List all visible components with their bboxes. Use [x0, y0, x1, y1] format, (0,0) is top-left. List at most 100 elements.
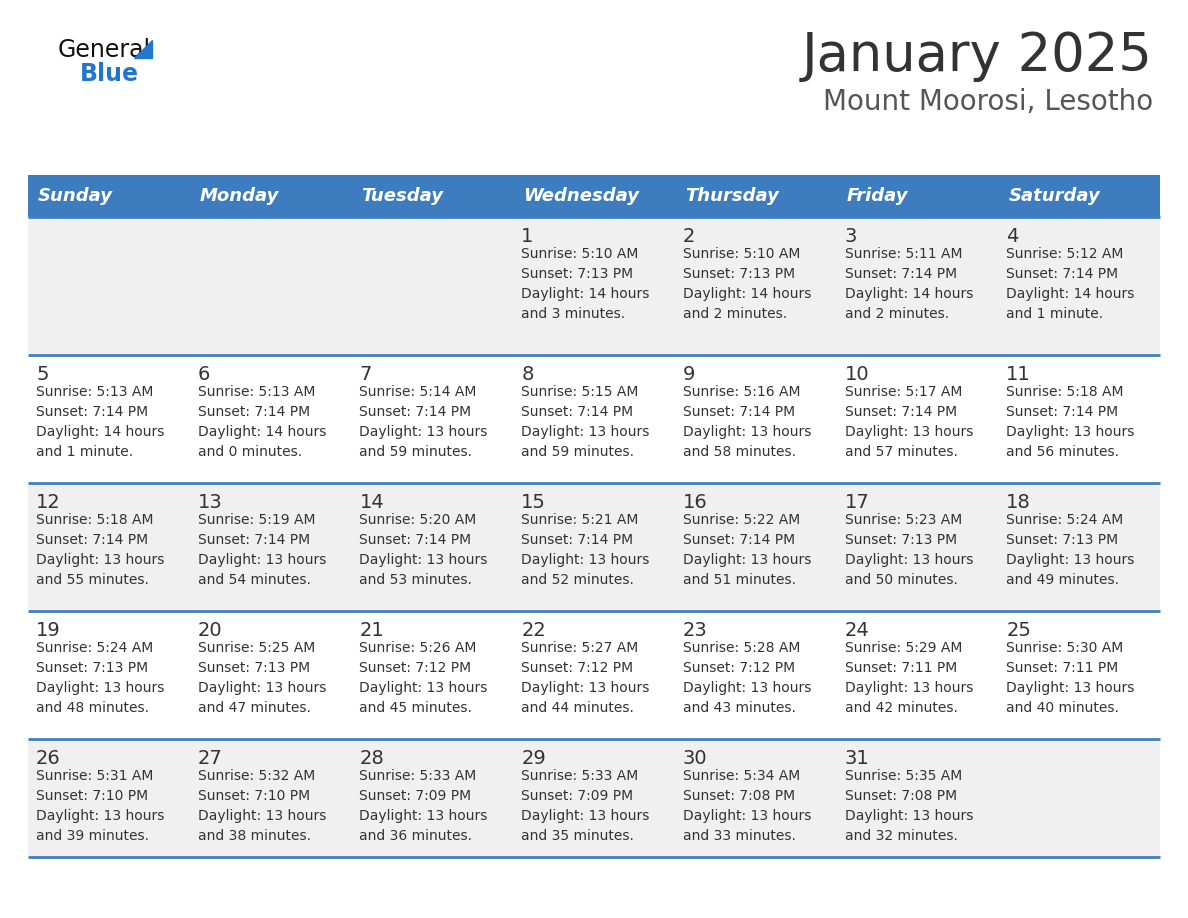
- Bar: [513, 217, 675, 355]
- Bar: [513, 611, 675, 739]
- Text: 23: 23: [683, 621, 708, 640]
- Text: 30: 30: [683, 749, 708, 768]
- Text: Blue: Blue: [80, 62, 139, 86]
- Bar: [29, 217, 190, 355]
- Bar: [190, 483, 352, 611]
- Text: 25: 25: [1006, 621, 1031, 640]
- Text: 17: 17: [845, 493, 870, 512]
- Text: Sunrise: 5:19 AM
Sunset: 7:14 PM
Daylight: 13 hours
and 54 minutes.: Sunrise: 5:19 AM Sunset: 7:14 PM Dayligh…: [197, 513, 326, 588]
- Text: Sunrise: 5:30 AM
Sunset: 7:11 PM
Daylight: 13 hours
and 40 minutes.: Sunrise: 5:30 AM Sunset: 7:11 PM Dayligh…: [1006, 641, 1135, 715]
- Text: Sunrise: 5:25 AM
Sunset: 7:13 PM
Daylight: 13 hours
and 47 minutes.: Sunrise: 5:25 AM Sunset: 7:13 PM Dayligh…: [197, 641, 326, 715]
- Text: 24: 24: [845, 621, 870, 640]
- Text: 1: 1: [522, 227, 533, 246]
- Bar: [513, 483, 675, 611]
- Bar: [190, 739, 352, 857]
- Bar: [513, 739, 675, 857]
- Bar: [836, 483, 998, 611]
- Bar: [675, 355, 836, 483]
- Text: Sunrise: 5:35 AM
Sunset: 7:08 PM
Daylight: 13 hours
and 32 minutes.: Sunrise: 5:35 AM Sunset: 7:08 PM Dayligh…: [845, 769, 973, 843]
- Text: 14: 14: [360, 493, 384, 512]
- Text: Sunrise: 5:27 AM
Sunset: 7:12 PM
Daylight: 13 hours
and 44 minutes.: Sunrise: 5:27 AM Sunset: 7:12 PM Dayligh…: [522, 641, 650, 715]
- Text: Sunrise: 5:32 AM
Sunset: 7:10 PM
Daylight: 13 hours
and 38 minutes.: Sunrise: 5:32 AM Sunset: 7:10 PM Dayligh…: [197, 769, 326, 843]
- Bar: [675, 739, 836, 857]
- Text: 16: 16: [683, 493, 708, 512]
- Text: Mount Moorosi, Lesotho: Mount Moorosi, Lesotho: [823, 88, 1154, 116]
- Bar: [998, 483, 1159, 611]
- Bar: [352, 355, 513, 483]
- Bar: [836, 611, 998, 739]
- Text: Sunrise: 5:28 AM
Sunset: 7:12 PM
Daylight: 13 hours
and 43 minutes.: Sunrise: 5:28 AM Sunset: 7:12 PM Dayligh…: [683, 641, 811, 715]
- Text: 3: 3: [845, 227, 857, 246]
- Text: 6: 6: [197, 365, 210, 384]
- Text: Sunrise: 5:18 AM
Sunset: 7:14 PM
Daylight: 13 hours
and 55 minutes.: Sunrise: 5:18 AM Sunset: 7:14 PM Dayligh…: [36, 513, 164, 588]
- Text: Sunrise: 5:34 AM
Sunset: 7:08 PM
Daylight: 13 hours
and 33 minutes.: Sunrise: 5:34 AM Sunset: 7:08 PM Dayligh…: [683, 769, 811, 843]
- Text: 26: 26: [36, 749, 61, 768]
- Text: 7: 7: [360, 365, 372, 384]
- Text: Sunrise: 5:17 AM
Sunset: 7:14 PM
Daylight: 13 hours
and 57 minutes.: Sunrise: 5:17 AM Sunset: 7:14 PM Dayligh…: [845, 385, 973, 459]
- Bar: [190, 355, 352, 483]
- Bar: [352, 739, 513, 857]
- Text: Sunrise: 5:33 AM
Sunset: 7:09 PM
Daylight: 13 hours
and 35 minutes.: Sunrise: 5:33 AM Sunset: 7:09 PM Dayligh…: [522, 769, 650, 843]
- Bar: [29, 483, 190, 611]
- Text: 13: 13: [197, 493, 222, 512]
- Text: Sunrise: 5:24 AM
Sunset: 7:13 PM
Daylight: 13 hours
and 49 minutes.: Sunrise: 5:24 AM Sunset: 7:13 PM Dayligh…: [1006, 513, 1135, 588]
- Text: Sunrise: 5:22 AM
Sunset: 7:14 PM
Daylight: 13 hours
and 51 minutes.: Sunrise: 5:22 AM Sunset: 7:14 PM Dayligh…: [683, 513, 811, 588]
- Text: Sunrise: 5:14 AM
Sunset: 7:14 PM
Daylight: 13 hours
and 59 minutes.: Sunrise: 5:14 AM Sunset: 7:14 PM Dayligh…: [360, 385, 488, 459]
- Polygon shape: [134, 40, 152, 58]
- Text: 18: 18: [1006, 493, 1031, 512]
- Text: 29: 29: [522, 749, 546, 768]
- Bar: [675, 611, 836, 739]
- Text: 4: 4: [1006, 227, 1018, 246]
- Text: Tuesday: Tuesday: [361, 187, 443, 205]
- Bar: [998, 355, 1159, 483]
- Text: 2: 2: [683, 227, 695, 246]
- Bar: [352, 175, 513, 217]
- Text: 9: 9: [683, 365, 695, 384]
- Bar: [675, 175, 836, 217]
- Text: Sunrise: 5:12 AM
Sunset: 7:14 PM
Daylight: 14 hours
and 1 minute.: Sunrise: 5:12 AM Sunset: 7:14 PM Dayligh…: [1006, 247, 1135, 321]
- Bar: [998, 175, 1159, 217]
- Bar: [29, 355, 190, 483]
- Bar: [675, 483, 836, 611]
- Text: Sunrise: 5:15 AM
Sunset: 7:14 PM
Daylight: 13 hours
and 59 minutes.: Sunrise: 5:15 AM Sunset: 7:14 PM Dayligh…: [522, 385, 650, 459]
- Text: Sunrise: 5:29 AM
Sunset: 7:11 PM
Daylight: 13 hours
and 42 minutes.: Sunrise: 5:29 AM Sunset: 7:11 PM Dayligh…: [845, 641, 973, 715]
- Text: 5: 5: [36, 365, 49, 384]
- Bar: [513, 175, 675, 217]
- Text: Sunrise: 5:13 AM
Sunset: 7:14 PM
Daylight: 14 hours
and 0 minutes.: Sunrise: 5:13 AM Sunset: 7:14 PM Dayligh…: [197, 385, 326, 459]
- Bar: [190, 611, 352, 739]
- Text: Friday: Friday: [847, 187, 908, 205]
- Text: 28: 28: [360, 749, 384, 768]
- Bar: [190, 175, 352, 217]
- Text: 19: 19: [36, 621, 61, 640]
- Bar: [190, 217, 352, 355]
- Bar: [836, 217, 998, 355]
- Bar: [513, 355, 675, 483]
- Text: 11: 11: [1006, 365, 1031, 384]
- Bar: [998, 611, 1159, 739]
- Text: Monday: Monday: [200, 187, 279, 205]
- Bar: [998, 739, 1159, 857]
- Text: Thursday: Thursday: [684, 187, 778, 205]
- Text: Saturday: Saturday: [1009, 187, 1100, 205]
- Text: 12: 12: [36, 493, 61, 512]
- Text: 31: 31: [845, 749, 870, 768]
- Bar: [352, 611, 513, 739]
- Bar: [29, 175, 190, 217]
- Text: Sunrise: 5:23 AM
Sunset: 7:13 PM
Daylight: 13 hours
and 50 minutes.: Sunrise: 5:23 AM Sunset: 7:13 PM Dayligh…: [845, 513, 973, 588]
- Bar: [29, 739, 190, 857]
- Text: Sunrise: 5:20 AM
Sunset: 7:14 PM
Daylight: 13 hours
and 53 minutes.: Sunrise: 5:20 AM Sunset: 7:14 PM Dayligh…: [360, 513, 488, 588]
- Text: 20: 20: [197, 621, 222, 640]
- Text: Wednesday: Wednesday: [523, 187, 639, 205]
- Bar: [998, 217, 1159, 355]
- Bar: [352, 217, 513, 355]
- Bar: [29, 611, 190, 739]
- Text: January 2025: January 2025: [802, 30, 1154, 82]
- Text: Sunrise: 5:18 AM
Sunset: 7:14 PM
Daylight: 13 hours
and 56 minutes.: Sunrise: 5:18 AM Sunset: 7:14 PM Dayligh…: [1006, 385, 1135, 459]
- Text: Sunrise: 5:10 AM
Sunset: 7:13 PM
Daylight: 14 hours
and 2 minutes.: Sunrise: 5:10 AM Sunset: 7:13 PM Dayligh…: [683, 247, 811, 321]
- Text: 27: 27: [197, 749, 222, 768]
- Text: 21: 21: [360, 621, 384, 640]
- Text: 22: 22: [522, 621, 546, 640]
- Text: General: General: [58, 38, 151, 62]
- Text: Sunrise: 5:21 AM
Sunset: 7:14 PM
Daylight: 13 hours
and 52 minutes.: Sunrise: 5:21 AM Sunset: 7:14 PM Dayligh…: [522, 513, 650, 588]
- Text: Sunrise: 5:31 AM
Sunset: 7:10 PM
Daylight: 13 hours
and 39 minutes.: Sunrise: 5:31 AM Sunset: 7:10 PM Dayligh…: [36, 769, 164, 843]
